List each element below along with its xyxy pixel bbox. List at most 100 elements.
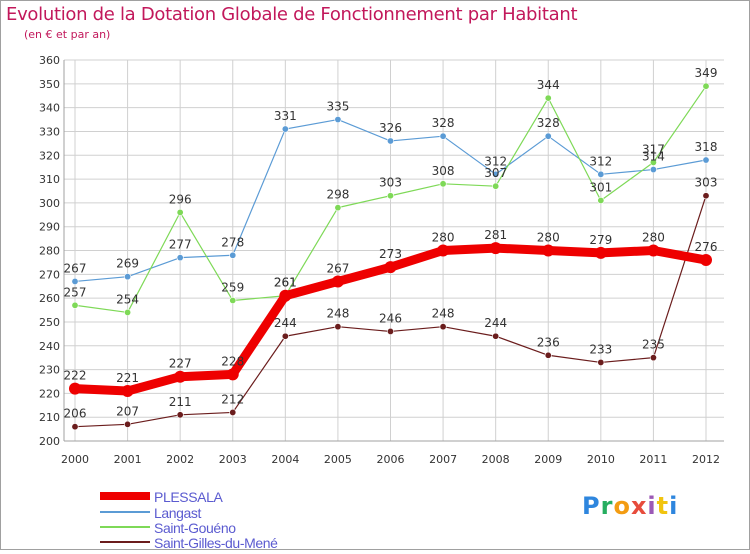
data-point [702, 156, 710, 164]
data-point [544, 94, 552, 102]
data-point [281, 125, 289, 133]
data-label: 233 [589, 342, 612, 356]
data-label: 269 [116, 257, 139, 271]
data-label: 279 [589, 233, 612, 247]
data-label: 277 [169, 238, 192, 252]
y-tick-label: 230 [39, 364, 60, 377]
x-tick-label: 2011 [639, 453, 667, 466]
data-label: 254 [116, 292, 139, 306]
data-label: 280 [642, 231, 665, 245]
x-tick-label: 2009 [534, 453, 562, 466]
x-tick-label: 2001 [114, 453, 142, 466]
data-point [71, 301, 79, 309]
data-label: 307 [484, 166, 507, 180]
legend-swatch [100, 526, 150, 528]
data-point [542, 244, 555, 257]
data-point [492, 170, 500, 178]
x-tick-label: 2003 [219, 453, 247, 466]
data-point [489, 242, 502, 255]
proxiti-logo: Proxiti [582, 492, 679, 520]
data-point [439, 323, 447, 331]
legend-swatch [100, 511, 150, 513]
x-tick-label: 2010 [587, 453, 615, 466]
y-tick-label: 270 [39, 268, 60, 281]
data-label: 280 [537, 231, 560, 245]
data-label: 308 [432, 164, 455, 178]
data-point [176, 411, 184, 419]
data-point [124, 420, 132, 428]
data-point [439, 132, 447, 140]
data-label: 235 [642, 338, 665, 352]
data-label: 212 [221, 392, 244, 406]
data-label: 278 [221, 235, 244, 249]
data-point [124, 308, 132, 316]
y-tick-label: 210 [39, 411, 60, 424]
data-label: 318 [695, 140, 718, 154]
data-label: 312 [484, 154, 507, 168]
data-label: 267 [326, 261, 349, 275]
data-point [492, 182, 500, 190]
data-label: 281 [484, 228, 507, 242]
data-point [597, 358, 605, 366]
data-point [331, 275, 344, 288]
data-label: 280 [432, 231, 455, 245]
legend-label: Saint-Gouéno [154, 520, 236, 536]
data-point [279, 289, 292, 302]
x-tick-label: 2006 [377, 453, 405, 466]
data-point [492, 332, 500, 340]
data-point [597, 170, 605, 178]
y-tick-label: 330 [39, 125, 60, 138]
data-label: 248 [326, 307, 349, 321]
data-point [229, 251, 237, 259]
data-point [544, 351, 552, 359]
data-label: 267 [64, 261, 87, 275]
data-label: 317 [642, 142, 665, 156]
x-tick-label: 2007 [429, 453, 457, 466]
data-point [702, 82, 710, 90]
data-point [71, 423, 79, 431]
x-tick-label: 2005 [324, 453, 352, 466]
data-label: 236 [537, 335, 560, 349]
data-point [281, 332, 289, 340]
data-label: 303 [695, 176, 718, 190]
data-point [649, 166, 657, 174]
data-label: 228 [221, 354, 244, 368]
y-tick-label: 260 [39, 292, 60, 305]
data-label: 312 [589, 154, 612, 168]
data-point [69, 382, 81, 395]
data-label: 349 [695, 66, 718, 80]
data-point [544, 132, 552, 140]
y-tick-label: 240 [39, 340, 60, 353]
legend-label: PLESSALA [154, 489, 223, 505]
y-tick-label: 320 [39, 149, 60, 162]
data-point [121, 384, 134, 397]
data-point [176, 254, 184, 262]
x-tick-label: 2000 [61, 453, 89, 466]
y-tick-label: 360 [39, 54, 60, 67]
data-point [649, 354, 657, 362]
data-label: 227 [169, 357, 192, 371]
data-label: 331 [274, 109, 297, 123]
x-tick-label: 2004 [271, 453, 299, 466]
y-tick-label: 350 [39, 78, 60, 91]
data-point [71, 277, 79, 285]
data-point [334, 204, 342, 212]
legend-label: Langast [154, 505, 202, 521]
chart-subtitle: (en € et par an) [24, 28, 111, 41]
data-point [700, 254, 712, 267]
data-point [334, 323, 342, 331]
data-label: 222 [64, 369, 87, 383]
data-label: 261 [274, 276, 297, 290]
data-label: 244 [484, 316, 507, 330]
x-tick-label: 2012 [692, 453, 720, 466]
data-label: 314 [642, 150, 665, 164]
data-label: 273 [379, 247, 402, 261]
data-label: 301 [589, 180, 612, 194]
data-label: 328 [537, 116, 560, 130]
data-label: 211 [169, 395, 192, 409]
data-label: 259 [221, 281, 244, 295]
data-point [386, 327, 394, 335]
y-tick-label: 290 [39, 221, 60, 234]
data-point [702, 192, 710, 200]
y-tick-label: 250 [39, 316, 60, 329]
